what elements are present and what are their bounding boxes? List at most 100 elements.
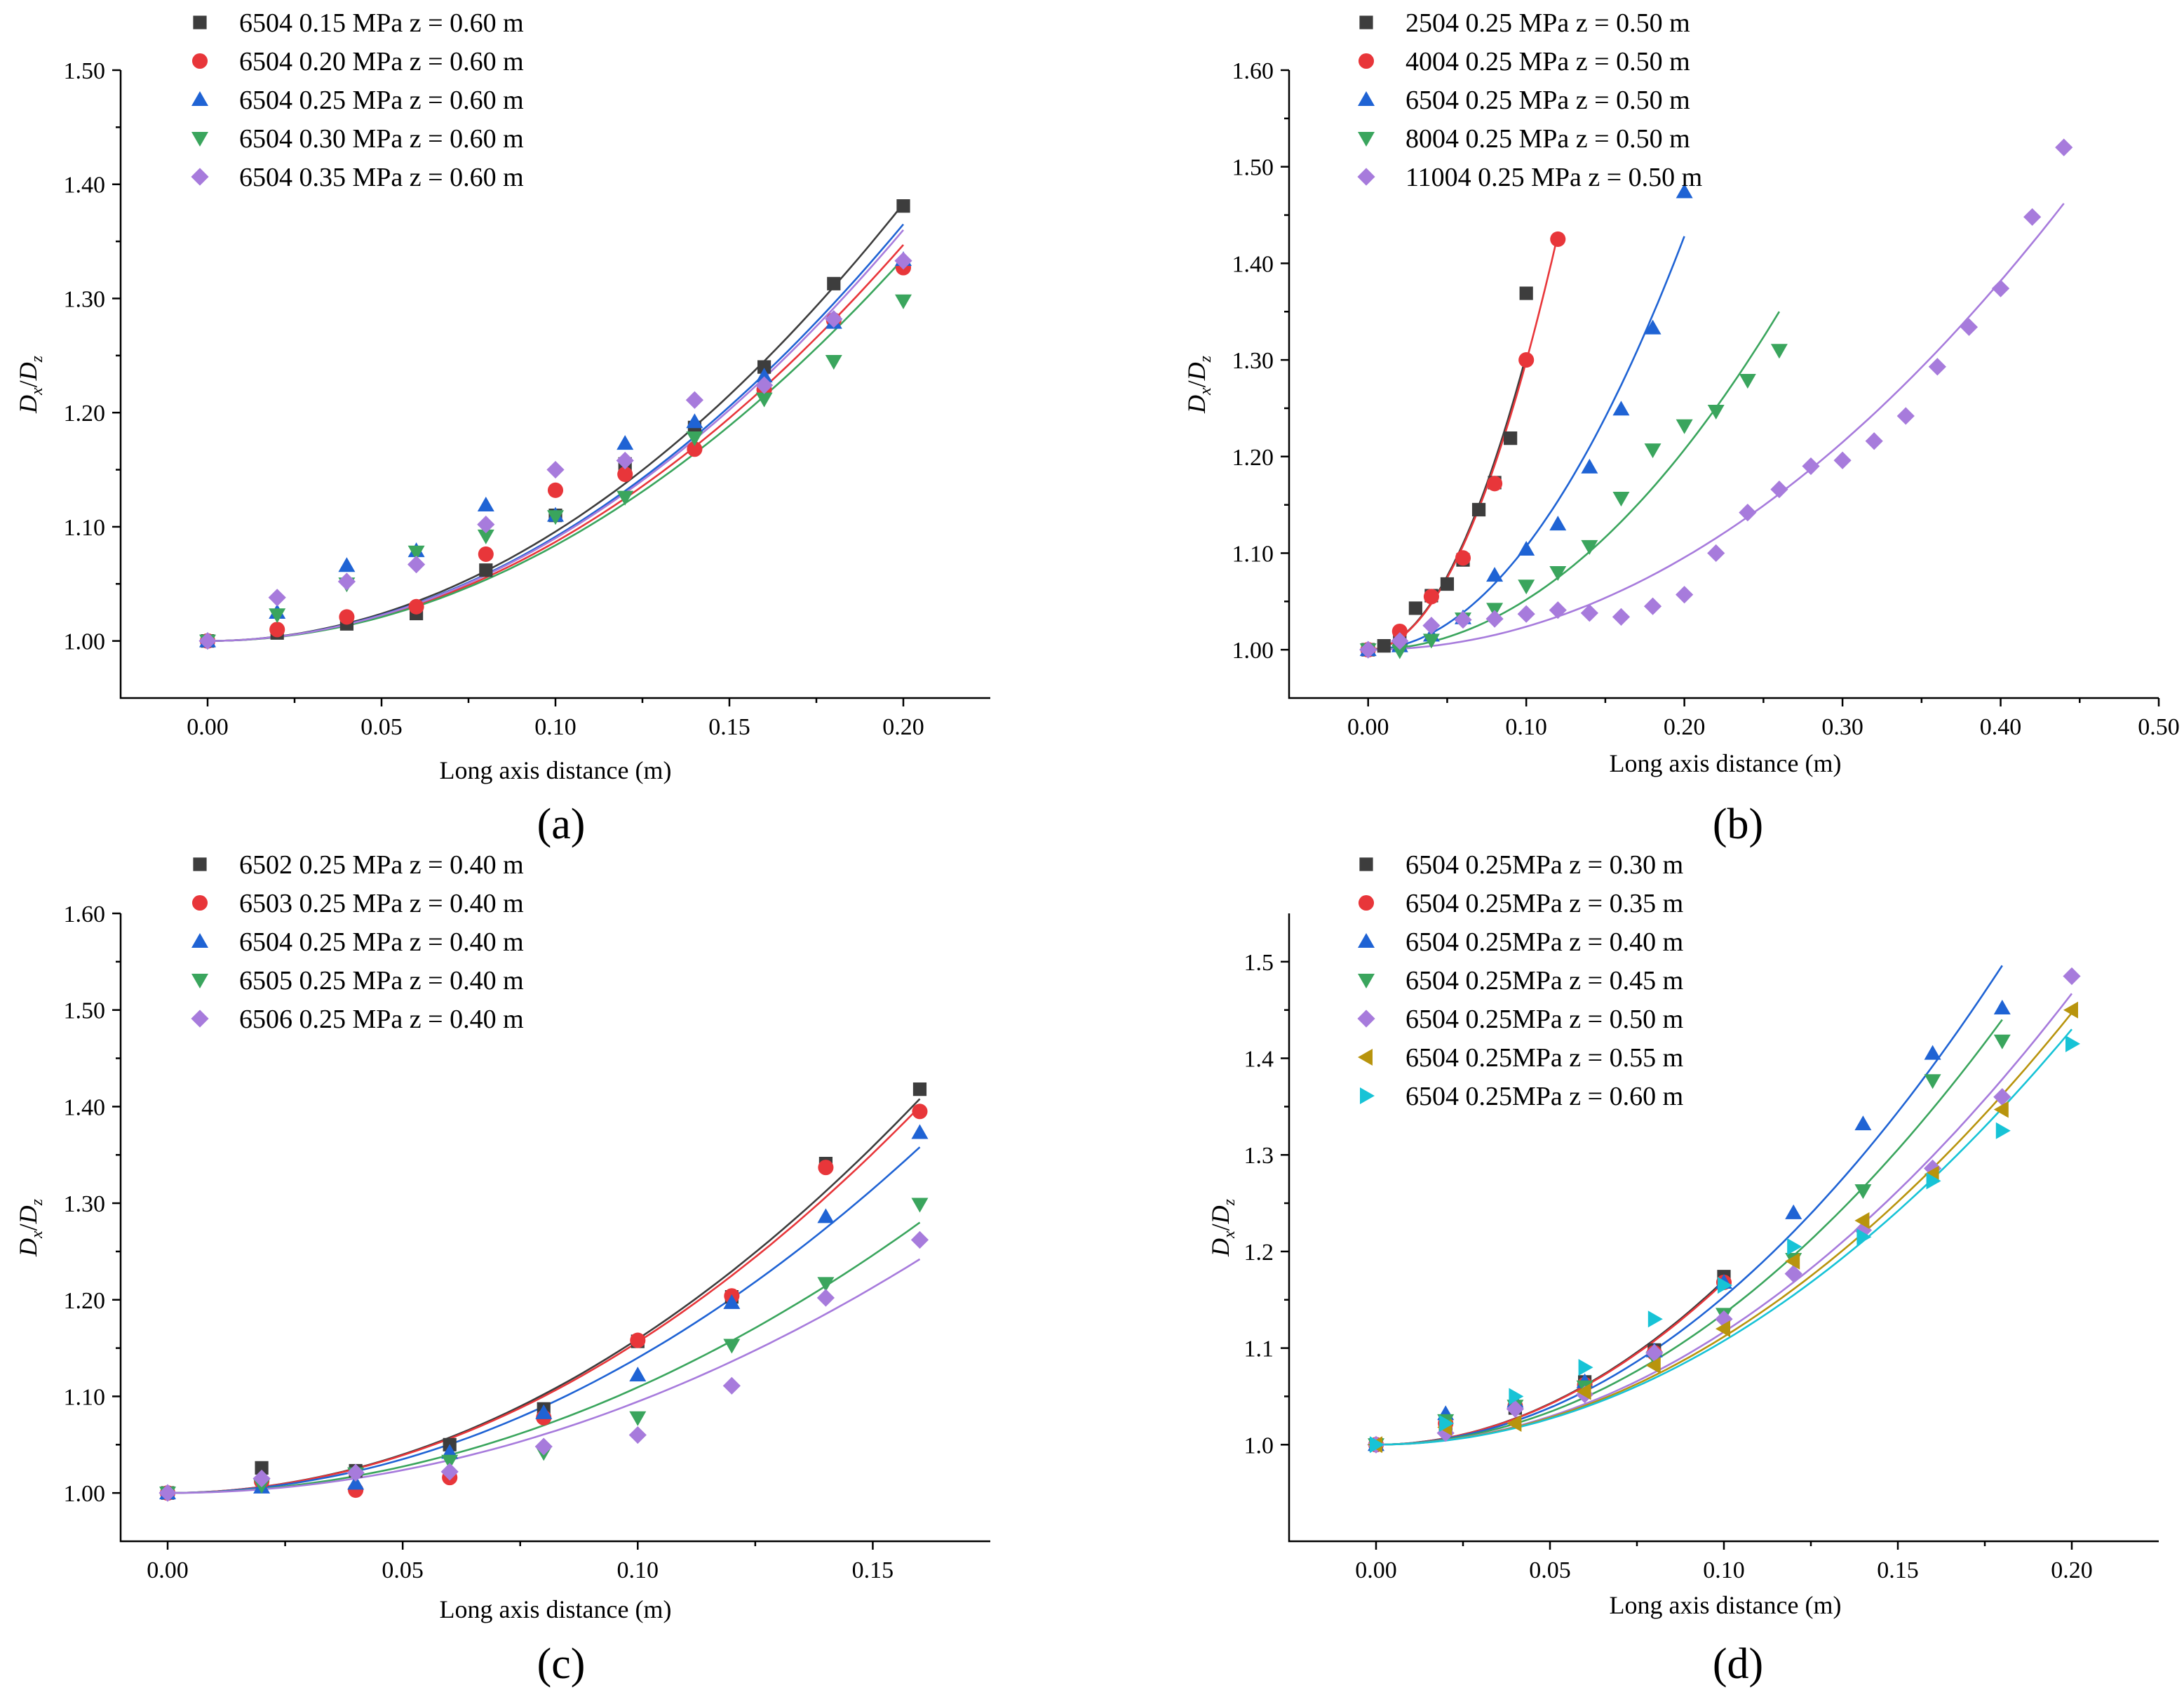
data-point-d-4 bbox=[1993, 1034, 2011, 1049]
x-axis-title-b: Long axis distance (m) bbox=[1610, 749, 1842, 777]
data-point-b-5 bbox=[1739, 504, 1757, 522]
data-point-a-2 bbox=[617, 467, 633, 483]
data-point-c-3 bbox=[911, 1124, 929, 1139]
chart-panel-c: 1.00 1.10 1.20 1.30 1.40 1.50 1.60 0.00 0.05 0.10… bbox=[14, 850, 990, 1688]
data-point-a-4 bbox=[755, 392, 773, 408]
data-point-b-4 bbox=[1391, 644, 1408, 659]
data-point-d-5 bbox=[1784, 1264, 1802, 1283]
x-tick-label-c: 0.05 bbox=[382, 1557, 424, 1583]
y-tick-label-c: 1.50 bbox=[64, 998, 106, 1024]
legend-marker-c-4 bbox=[191, 974, 208, 988]
chart-panel-a: 1.00 1.10 1.20 1.30 1.40 1.50 0.00 0.05 0.10 0.15… bbox=[14, 8, 990, 848]
data-point-c-5 bbox=[440, 1463, 459, 1481]
x-tick-label-a: 0.20 bbox=[882, 714, 924, 740]
legend-label-a-1: 6504 0.15 MPa z = 0.60 m bbox=[239, 8, 524, 38]
x-tick-label-d: 0.00 bbox=[1355, 1557, 1397, 1583]
data-point-d-6 bbox=[1506, 1415, 1522, 1433]
data-point-c-5 bbox=[628, 1426, 647, 1444]
data-point-b-5 bbox=[1896, 407, 1915, 425]
data-point-b-1 bbox=[1377, 639, 1391, 653]
plot-area-d: 1.0 1.1 1.2 1.3 1.4 1.5 0.00 0.05 0.10 0.15 0.20 bbox=[1244, 913, 2159, 1583]
y-tick-label-c: 1.10 bbox=[64, 1384, 106, 1410]
data-point-b-5 bbox=[1865, 432, 1883, 450]
y-tick-label-b: 1.40 bbox=[1232, 251, 1274, 277]
y-tick-label-c: 1.30 bbox=[64, 1191, 106, 1217]
data-point-c-2 bbox=[912, 1104, 928, 1120]
data-point-d-7 bbox=[1787, 1238, 1802, 1256]
data-point-a-4 bbox=[825, 354, 842, 370]
data-point-b-5 bbox=[1802, 457, 1820, 476]
legend-label-d-2: 6504 0.25MPa z = 0.35 m bbox=[1406, 889, 1683, 918]
x-tick-label-d: 0.10 bbox=[1703, 1557, 1745, 1583]
data-point-b-5 bbox=[2023, 208, 2042, 226]
y-tick-label-b: 1.20 bbox=[1232, 445, 1274, 471]
data-point-b-1 bbox=[1504, 431, 1518, 445]
x-axis-title-d: Long axis distance (m) bbox=[1610, 1591, 1842, 1619]
data-point-c-3 bbox=[535, 1404, 553, 1419]
data-point-d-6 bbox=[1645, 1357, 1661, 1374]
data-point-c-1 bbox=[912, 1082, 927, 1097]
x-tick-label-c: 0.00 bbox=[147, 1557, 189, 1583]
data-point-b-4 bbox=[1707, 405, 1725, 420]
data-point-a-3 bbox=[755, 368, 773, 383]
data-point-d-6 bbox=[1576, 1383, 1591, 1400]
data-point-a-5 bbox=[546, 460, 565, 479]
data-point-a-5 bbox=[616, 451, 634, 470]
data-point-b-5 bbox=[1612, 608, 1631, 626]
y-tick-label-c: 1.00 bbox=[64, 1481, 106, 1507]
legend-label-a-2: 6504 0.20 MPa z = 0.60 m bbox=[239, 47, 524, 76]
x-tick-label-a: 0.00 bbox=[187, 714, 229, 740]
data-point-a-2 bbox=[408, 598, 424, 615]
legend-label-d-4: 6504 0.25MPa z = 0.45 m bbox=[1406, 966, 1683, 995]
data-point-b-5 bbox=[1422, 617, 1441, 635]
data-point-a-1 bbox=[757, 360, 771, 374]
legend-a: 6504 0.15 MPa z = 0.60 m 6504 0.20 MPa z … bbox=[191, 8, 524, 192]
plot-area-c: 1.00 1.10 1.20 1.30 1.40 1.50 1.60 0.00 0.05 0.10… bbox=[64, 901, 990, 1583]
data-point-a-2 bbox=[339, 609, 355, 625]
data-point-b-4 bbox=[1676, 419, 1693, 434]
y-tick-label-d: 1.0 bbox=[1244, 1433, 1274, 1458]
data-point-d-4 bbox=[1854, 1184, 1872, 1200]
legend-marker-d-7 bbox=[1360, 1087, 1375, 1104]
legend-marker-d-4 bbox=[1358, 974, 1375, 988]
data-point-c-5 bbox=[534, 1437, 553, 1456]
data-point-b-4 bbox=[1644, 443, 1661, 459]
data-point-c-4 bbox=[723, 1339, 741, 1354]
data-point-b-4 bbox=[1422, 633, 1440, 649]
legend-marker-d-1 bbox=[1359, 857, 1373, 871]
legend-label-c-2: 6503 0.25 MPa z = 0.40 m bbox=[239, 889, 524, 918]
legend-label-b-5: 11004 0.25 MPa z = 0.50 m bbox=[1406, 163, 1702, 192]
data-point-b-3 bbox=[1549, 516, 1567, 531]
data-point-a-3 bbox=[477, 496, 494, 511]
data-point-c-1 bbox=[255, 1461, 269, 1475]
legend-marker-a-1 bbox=[193, 15, 207, 29]
data-point-b-2 bbox=[1487, 476, 1503, 492]
legend-marker-d-3 bbox=[1358, 933, 1375, 948]
data-point-b-5 bbox=[1580, 604, 1598, 622]
data-point-b-5 bbox=[1359, 641, 1377, 659]
legend-marker-d-5 bbox=[1357, 1010, 1375, 1028]
data-point-b-4 bbox=[1549, 566, 1567, 581]
data-point-d-7 bbox=[1647, 1310, 1663, 1328]
data-point-b-5 bbox=[1485, 610, 1504, 628]
data-point-d-5 bbox=[1506, 1400, 1524, 1418]
data-point-d-7 bbox=[2065, 1035, 2080, 1052]
data-point-d-3 bbox=[1854, 1115, 1872, 1131]
legend-c: 6502 0.25 MPa z = 0.40 m 6503 0.25 MPa z … bbox=[191, 850, 524, 1034]
y-axis-title-a: Dx/Dz bbox=[14, 355, 46, 414]
data-point-d-7 bbox=[1439, 1415, 1455, 1433]
data-point-a-5 bbox=[894, 252, 912, 270]
data-point-b-5 bbox=[1707, 544, 1725, 563]
data-point-d-5 bbox=[1993, 1088, 2011, 1106]
data-point-c-5 bbox=[159, 1484, 177, 1502]
data-point-d-5 bbox=[2063, 967, 2081, 986]
legend-marker-c-3 bbox=[191, 933, 208, 948]
x-axis-title-a: Long axis distance (m) bbox=[440, 756, 672, 784]
x-tick-label-c: 0.15 bbox=[852, 1557, 894, 1583]
data-point-b-3 bbox=[1676, 183, 1693, 199]
data-point-b-5 bbox=[1991, 279, 2010, 297]
fit-line-c-5 bbox=[167, 1258, 921, 1494]
x-tick-label-b: 0.20 bbox=[1664, 714, 1706, 740]
data-point-a-4 bbox=[686, 431, 703, 446]
